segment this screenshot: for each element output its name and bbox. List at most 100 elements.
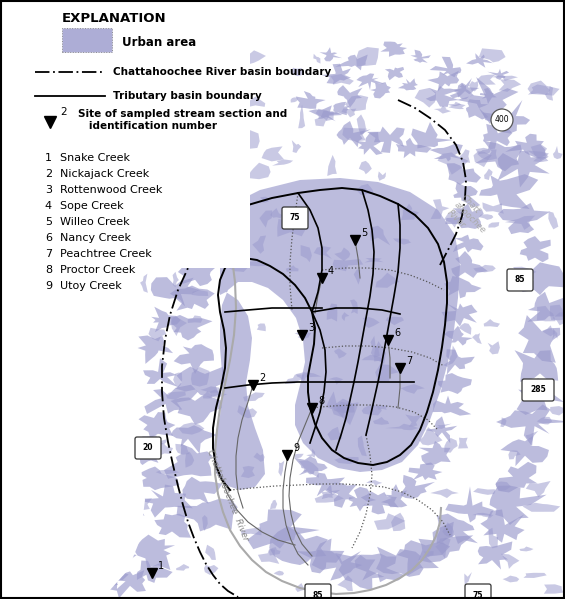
Polygon shape — [321, 490, 340, 499]
Polygon shape — [431, 199, 449, 219]
Polygon shape — [367, 126, 405, 153]
Polygon shape — [357, 73, 384, 90]
Text: 5: 5 — [361, 228, 367, 238]
Polygon shape — [327, 155, 337, 176]
Polygon shape — [138, 412, 175, 438]
Polygon shape — [501, 553, 519, 569]
Polygon shape — [513, 267, 537, 279]
Polygon shape — [241, 130, 260, 149]
Polygon shape — [336, 402, 359, 425]
Polygon shape — [437, 514, 478, 544]
Polygon shape — [537, 417, 552, 425]
Polygon shape — [449, 104, 466, 109]
Polygon shape — [358, 435, 367, 456]
Polygon shape — [337, 121, 371, 147]
Polygon shape — [294, 332, 311, 339]
Polygon shape — [444, 438, 458, 453]
Polygon shape — [259, 210, 272, 228]
Text: Rottenwood Creek: Rottenwood Creek — [60, 185, 162, 195]
Polygon shape — [385, 67, 404, 80]
Polygon shape — [526, 481, 551, 497]
Text: 2: 2 — [259, 373, 265, 383]
Text: Chattahoochee River basin boundary: Chattahoochee River basin boundary — [113, 67, 331, 77]
Polygon shape — [94, 520, 118, 539]
Polygon shape — [170, 286, 215, 311]
Polygon shape — [102, 542, 137, 570]
Polygon shape — [484, 319, 500, 327]
Polygon shape — [201, 386, 222, 393]
Polygon shape — [241, 527, 262, 536]
Polygon shape — [243, 392, 265, 401]
Polygon shape — [231, 196, 241, 212]
Polygon shape — [441, 304, 477, 326]
Text: 6: 6 — [45, 233, 52, 243]
Polygon shape — [301, 245, 312, 262]
Polygon shape — [326, 391, 346, 418]
Polygon shape — [521, 282, 533, 290]
Polygon shape — [172, 272, 179, 288]
Polygon shape — [479, 174, 538, 209]
Polygon shape — [137, 561, 173, 583]
Polygon shape — [419, 427, 442, 446]
Polygon shape — [294, 456, 328, 475]
Text: Proctor Creek: Proctor Creek — [60, 265, 136, 275]
Circle shape — [491, 109, 513, 131]
Polygon shape — [65, 556, 118, 591]
Polygon shape — [503, 576, 519, 582]
Polygon shape — [203, 391, 212, 398]
Polygon shape — [550, 305, 565, 320]
Polygon shape — [171, 396, 221, 425]
Polygon shape — [270, 500, 277, 509]
Text: 9: 9 — [293, 443, 299, 453]
Polygon shape — [132, 467, 179, 490]
Polygon shape — [496, 482, 511, 491]
Polygon shape — [437, 538, 447, 544]
Polygon shape — [548, 211, 558, 229]
Polygon shape — [331, 74, 354, 84]
Polygon shape — [552, 312, 565, 325]
Polygon shape — [164, 444, 212, 479]
Text: 8: 8 — [318, 396, 324, 406]
Polygon shape — [544, 584, 563, 594]
Polygon shape — [429, 144, 468, 162]
Text: 85: 85 — [313, 591, 323, 599]
Polygon shape — [373, 417, 389, 425]
Polygon shape — [370, 226, 390, 246]
Polygon shape — [398, 78, 418, 90]
Polygon shape — [23, 471, 72, 509]
Text: Nickajack Creek: Nickajack Creek — [60, 169, 149, 179]
Polygon shape — [110, 521, 138, 541]
Polygon shape — [342, 128, 367, 141]
Polygon shape — [332, 399, 355, 413]
FancyBboxPatch shape — [522, 379, 554, 401]
Polygon shape — [98, 571, 129, 588]
Polygon shape — [397, 540, 450, 576]
Polygon shape — [312, 550, 363, 580]
Polygon shape — [335, 553, 385, 591]
Polygon shape — [357, 184, 373, 195]
Polygon shape — [371, 336, 380, 358]
Polygon shape — [46, 517, 108, 556]
Polygon shape — [501, 435, 549, 466]
Polygon shape — [279, 461, 284, 477]
Polygon shape — [334, 457, 359, 464]
Text: EXPLANATION: EXPLANATION — [62, 12, 167, 25]
Polygon shape — [408, 462, 442, 480]
Polygon shape — [315, 494, 344, 503]
Polygon shape — [516, 262, 565, 295]
Text: 85: 85 — [515, 276, 525, 285]
Polygon shape — [42, 541, 111, 582]
Text: Chatt
ahoochee
River: Chatt ahoochee River — [445, 193, 495, 243]
Polygon shape — [140, 117, 159, 133]
Polygon shape — [518, 315, 560, 363]
Polygon shape — [329, 377, 343, 385]
Polygon shape — [170, 225, 188, 241]
Polygon shape — [136, 485, 193, 518]
Polygon shape — [415, 88, 436, 108]
Polygon shape — [176, 367, 226, 398]
Polygon shape — [333, 259, 363, 271]
Polygon shape — [376, 547, 424, 577]
Polygon shape — [472, 513, 493, 518]
Polygon shape — [334, 247, 350, 261]
Polygon shape — [542, 325, 555, 337]
